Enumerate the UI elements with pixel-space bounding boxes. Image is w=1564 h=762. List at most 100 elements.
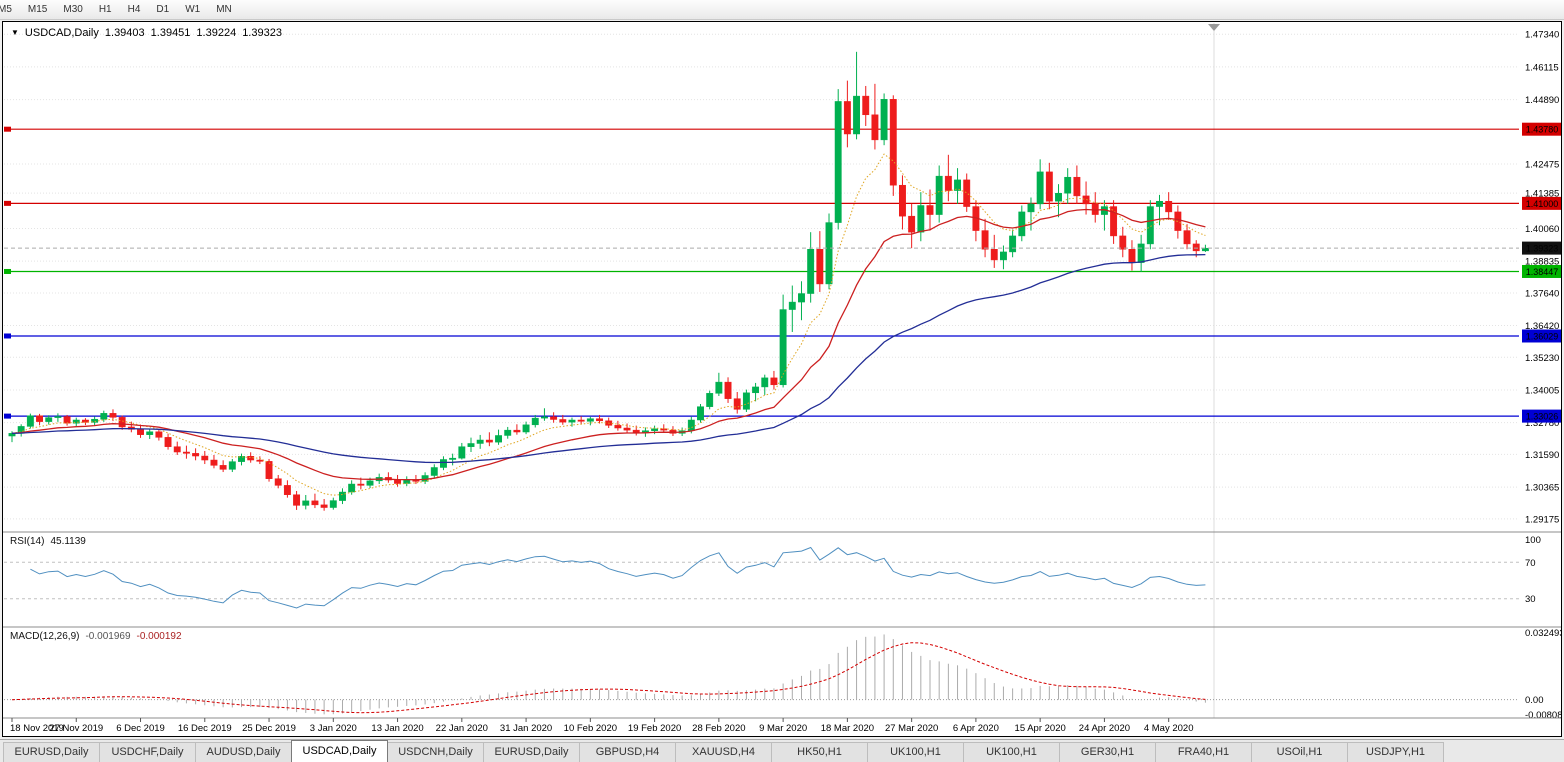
chart-tab-usdjpy-h1[interactable]: USDJPY,H1 xyxy=(1347,742,1444,762)
candlestick xyxy=(623,427,631,431)
time-axis-label: 6 Apr 2020 xyxy=(953,723,999,734)
macd-axis-label: -0.008086 xyxy=(1525,710,1561,721)
ohlc-high: 1.39451 xyxy=(150,27,191,39)
candlestick xyxy=(614,425,622,429)
time-axis-label: 3 Jan 2020 xyxy=(310,723,357,734)
candlestick xyxy=(320,504,328,508)
chart-tab-usdchf-daily[interactable]: USDCHF,Daily xyxy=(99,742,196,762)
chart-tab-ger30-h1[interactable]: GER30,H1 xyxy=(1059,742,1156,762)
candlestick xyxy=(1201,247,1209,252)
candlestick xyxy=(36,415,43,422)
candlestick xyxy=(1036,171,1044,205)
current-price-tag xyxy=(1522,241,1561,255)
candlestick xyxy=(770,377,778,386)
ma-mid-line xyxy=(11,208,1206,481)
time-axis-label: 24 Apr 2020 xyxy=(1079,723,1130,734)
candlestick xyxy=(329,500,337,508)
candlestick xyxy=(761,377,769,388)
level-left-marker xyxy=(4,413,11,419)
level-left-marker xyxy=(4,268,11,274)
candlestick xyxy=(173,446,181,453)
candlestick xyxy=(1110,206,1118,237)
timeframe-d1-button[interactable]: D1 xyxy=(156,4,170,15)
price-axis-label: 1.44890 xyxy=(1525,95,1559,106)
rsi-line xyxy=(30,546,1206,609)
macd-name: MACD(12,26,9) xyxy=(10,631,80,642)
candlestick xyxy=(816,249,824,285)
candlestick xyxy=(228,461,236,470)
chart-tab-fra40-h1[interactable]: FRA40,H1 xyxy=(1155,742,1252,762)
timeframe-h4-button[interactable]: H4 xyxy=(127,4,141,15)
candlestick xyxy=(265,461,273,479)
candlestick xyxy=(853,95,861,135)
time-axis-label: 25 Dec 2019 xyxy=(242,723,296,734)
candlestick xyxy=(687,419,695,431)
candlestick xyxy=(1128,249,1136,263)
chart-symbol-label: USDCAD,Daily xyxy=(24,27,99,39)
macd-axis-label: 0.032493 xyxy=(1525,628,1561,639)
chart-tab-gbpusd-h4[interactable]: GBPUSD,H4 xyxy=(579,742,676,762)
candlestick xyxy=(394,479,402,484)
candlestick xyxy=(798,293,805,303)
timeframe-m5-button[interactable]: M5 xyxy=(0,4,12,15)
timeframe-m30-button[interactable]: M30 xyxy=(63,4,83,15)
candlestick xyxy=(899,184,906,217)
rsi-value: 45.1139 xyxy=(50,536,86,547)
chart-tab-audusd-daily[interactable]: AUDUSD,Daily xyxy=(195,742,292,762)
price-axis-label: 1.31590 xyxy=(1525,450,1559,461)
candlestick xyxy=(1018,211,1026,237)
candlestick xyxy=(45,417,53,422)
candlestick xyxy=(458,446,466,459)
chart-tab-uk100-h1[interactable]: UK100,H1 xyxy=(963,742,1060,762)
candlestick xyxy=(440,459,447,468)
candlestick xyxy=(1119,235,1127,250)
candlestick xyxy=(201,455,209,461)
chart-tab-uk100-h1[interactable]: UK100,H1 xyxy=(867,742,964,762)
candlestick xyxy=(91,418,99,423)
chart-tab-eurusd-daily[interactable]: EURUSD,Daily xyxy=(3,742,100,762)
candlestick xyxy=(1045,171,1053,202)
chart-window: 1.47340 1.46115 1.44890 1.42475 1.41385 1.400… xyxy=(2,21,1562,737)
timeframe-h1-button[interactable]: H1 xyxy=(98,4,112,15)
timeframe-w1-button[interactable]: W1 xyxy=(185,4,201,15)
time-axis-label: 15 Apr 2020 xyxy=(1015,723,1066,734)
candlestick xyxy=(999,251,1007,261)
chart-shift-marker[interactable] xyxy=(1208,24,1220,31)
chart-tab-usdcad-daily[interactable]: USDCAD,Daily xyxy=(291,740,388,762)
candlestick xyxy=(742,392,750,410)
chart-tab-xauusd-h4[interactable]: XAUUSD,H4 xyxy=(675,742,772,762)
candlestick xyxy=(476,439,484,444)
candlestick xyxy=(807,249,815,294)
level-price-tag xyxy=(1522,409,1561,423)
candlestick xyxy=(715,381,723,394)
timeframe-mn-button[interactable]: MN xyxy=(216,4,232,15)
candlestick xyxy=(430,467,438,476)
candlestick xyxy=(908,215,916,233)
candlestick xyxy=(660,428,668,431)
candlestick xyxy=(981,230,989,250)
candlestick xyxy=(779,309,787,386)
candlestick xyxy=(1156,200,1163,207)
candlestick xyxy=(339,491,346,501)
chart-tab-usoil-h1[interactable]: USOil,H1 xyxy=(1251,742,1348,762)
symbol-dropdown-icon[interactable]: ▼ xyxy=(11,28,19,37)
candlestick xyxy=(880,99,888,141)
candlestick xyxy=(724,381,732,399)
candlestick xyxy=(8,433,16,437)
candlestick xyxy=(504,429,512,436)
chart-title: ▼ USDCAD,Daily 1.39403 1.39451 1.39224 1… xyxy=(11,27,282,39)
level-price-tag xyxy=(1522,264,1561,278)
timeframe-m15-button[interactable]: M15 xyxy=(27,4,48,15)
candlestick xyxy=(311,500,319,506)
chart-tab-hk50-h1[interactable]: HK50,H1 xyxy=(771,742,868,762)
candlestick xyxy=(256,459,264,462)
chart-tab-usdcnh-daily[interactable]: USDCNH,Daily xyxy=(387,742,484,762)
candlestick xyxy=(1192,243,1200,252)
candlestick xyxy=(944,175,952,191)
rsi-name: RSI(14) xyxy=(10,536,45,547)
candlestick xyxy=(293,494,301,506)
chart-tab-eurusd-daily[interactable]: EURUSD,Daily xyxy=(483,742,580,762)
rsi-axis-label: 30 xyxy=(1525,594,1536,605)
candlestick xyxy=(954,179,961,191)
